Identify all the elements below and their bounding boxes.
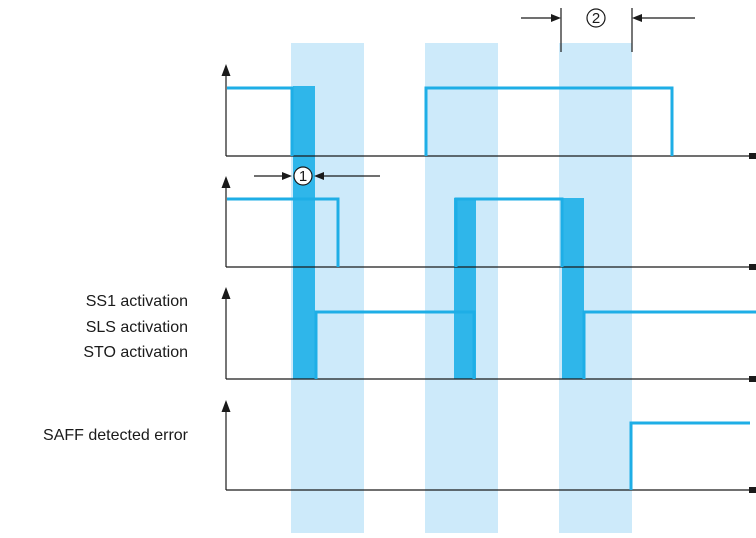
signal-row-1 xyxy=(227,88,292,156)
label-sls-activation: SLS activation xyxy=(86,319,188,336)
transition-highlight xyxy=(562,198,584,379)
label-saff-detected-error: SAFF detected error xyxy=(43,427,189,444)
label-ss1-activation: SS1 activation xyxy=(86,293,188,310)
marker-1-label: 1 xyxy=(299,168,307,185)
signal-row-4 xyxy=(631,423,750,490)
label-sto-activation: STO activation xyxy=(83,344,188,361)
transition-highlight xyxy=(293,86,315,379)
marker-2-label: 2 xyxy=(592,10,600,27)
